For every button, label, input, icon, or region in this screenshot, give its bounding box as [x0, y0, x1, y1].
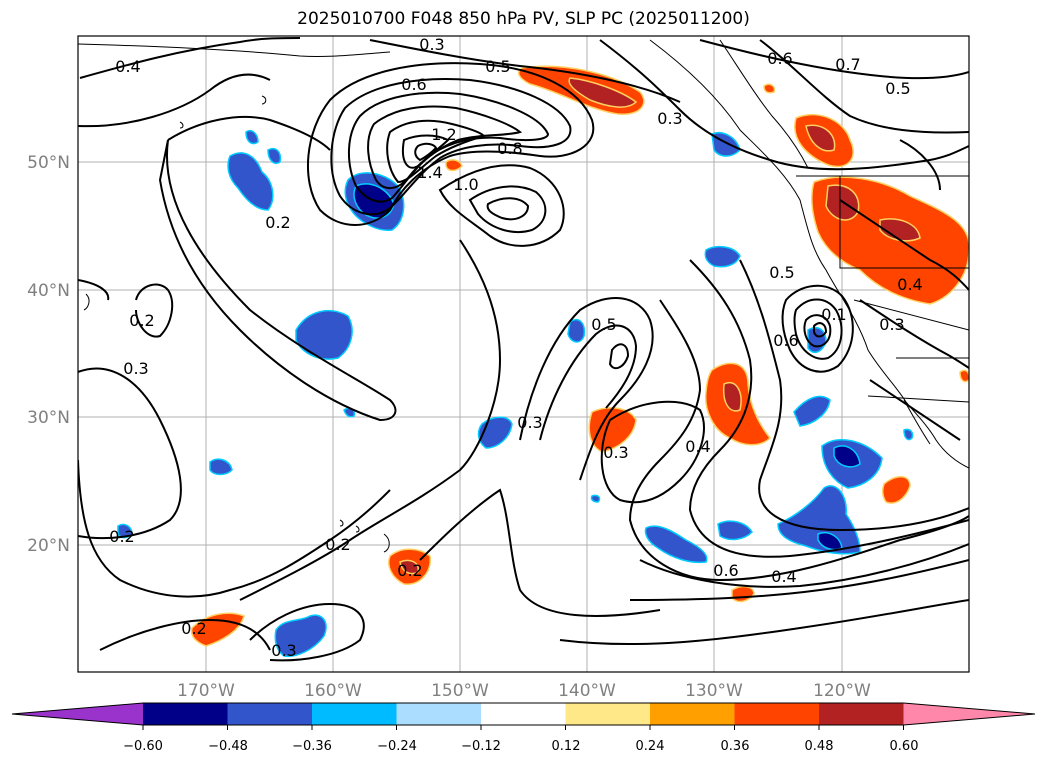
colorbar-tick-label: 0.12: [552, 739, 581, 754]
contour-label: 0.2: [265, 213, 290, 232]
colorbar-tick-label: −0.60: [123, 739, 163, 754]
contour-label: 1.0: [453, 175, 478, 194]
contour-label: 0.3: [603, 443, 628, 462]
contour-label: 1.4: [417, 163, 442, 182]
contour-label: 0.2: [325, 535, 350, 554]
colorbar-extend-high: [903, 703, 1035, 725]
contour-label: 0.4: [685, 437, 710, 456]
lat-label: 50°N: [27, 153, 70, 173]
colorbar-tick-label: 0.48: [805, 739, 834, 754]
contour-label: 0.3: [879, 315, 904, 334]
contour-label: 0.5: [485, 57, 510, 76]
contour-label: 0.6: [713, 561, 738, 580]
colorbar-segment: [143, 703, 228, 725]
colorbar-tick-label: −0.36: [292, 739, 332, 754]
contour-label: 0.4: [771, 567, 796, 586]
contour-label: 0.1: [821, 305, 846, 324]
contour-label: 0.2: [129, 311, 154, 330]
lon-label: 140°W: [558, 681, 616, 701]
contour-label: 0.2: [109, 527, 134, 546]
colorbar-tick-label: −0.24: [377, 739, 417, 754]
colorbar-segment: [565, 703, 651, 725]
contour-label: 0.6: [773, 331, 798, 350]
longitude-labels: 170°W 160°W 150°W 140°W 130°W 120°W: [177, 681, 871, 701]
contour-label: 0.4: [115, 57, 140, 76]
colorbar-tick-label: 0.36: [721, 739, 750, 754]
contour-label: 0.3: [123, 359, 148, 378]
lon-label: 160°W: [304, 681, 362, 701]
contour-label: 0.5: [769, 263, 794, 282]
contour-label: 0.3: [419, 35, 444, 54]
colorbar-segment: [396, 703, 482, 725]
colorbar-segment: [650, 703, 735, 725]
contour-lines: [78, 37, 969, 662]
contour-label: 0.3: [517, 413, 542, 432]
latitude-labels: 50°N 40°N 30°N 20°N: [27, 153, 70, 556]
map-title: 2025010700 F048 850 hPa PV, SLP PC (2025…: [297, 9, 750, 29]
contour-label-group: 0.4 0.3 0.5 0.6 0.6 0.7 0.5 1.2 1.4 1.0 …: [109, 35, 922, 660]
colorbar-segment: [819, 703, 904, 725]
contour-label: 0.4: [897, 275, 922, 294]
contour-label: 1.2: [431, 125, 456, 144]
colorbar-tick-label: −0.12: [461, 739, 501, 754]
contour-label: 0.5: [591, 315, 616, 334]
lon-label: 150°W: [431, 681, 489, 701]
colorbar-ticks: −0.60 −0.48 −0.36 −0.24 −0.12 0.12 0.24 …: [123, 739, 918, 754]
colorbar-tick-label: 0.24: [636, 739, 665, 754]
contour-label: 0.2: [397, 561, 422, 580]
colorbar-segment: [227, 703, 313, 725]
lat-label: 30°N: [27, 408, 70, 428]
coastlines: [78, 39, 969, 553]
contour-label: 0.2: [181, 619, 206, 638]
colorbar-segment: [734, 703, 820, 725]
positive-pv-shading: [190, 65, 969, 647]
contour-label: 0.3: [657, 109, 682, 128]
lon-label: 130°W: [685, 681, 743, 701]
contour-label: 0.6: [401, 75, 426, 94]
colorbar-tick-label: 0.60: [890, 739, 919, 754]
colorbar: [11, 702, 1036, 730]
colorbar-extend-low: [12, 703, 143, 725]
contour-label: 0.8: [497, 139, 522, 158]
contour-label: 0.5: [885, 79, 910, 98]
colorbar-tick-label: −0.48: [208, 739, 248, 754]
negative-pv-shading: [117, 130, 914, 658]
colorbar-segment: [312, 703, 397, 725]
lon-label: 170°W: [177, 681, 235, 701]
contour-label: 0.6: [767, 49, 792, 68]
lat-label: 40°N: [27, 281, 70, 301]
contour-label: 0.7: [835, 55, 860, 74]
lon-label: 120°W: [813, 681, 871, 701]
map-frame: [77, 35, 970, 673]
contour-label: 0.3: [271, 641, 296, 660]
colorbar-segment: [481, 703, 566, 725]
lat-label: 20°N: [27, 536, 70, 556]
